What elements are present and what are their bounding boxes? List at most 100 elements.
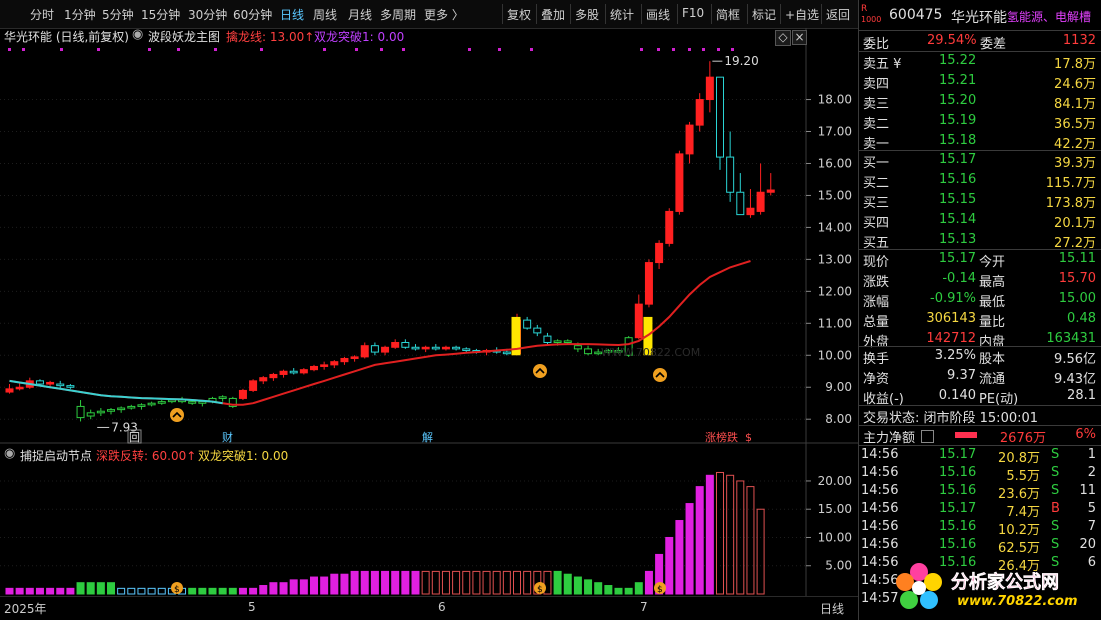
candle-69[interactable]	[705, 76, 714, 101]
candle-66[interactable]	[675, 153, 684, 212]
sell-row[interactable]: 卖四 15.21 24.6万	[859, 72, 1101, 92]
candle-6[interactable]	[66, 385, 75, 388]
candle-10[interactable]	[107, 409, 115, 412]
candle-21[interactable]	[218, 396, 227, 399]
candle-31[interactable]	[320, 364, 329, 367]
buy-row[interactable]: 买四 15.14 20.1万	[859, 211, 1101, 231]
mainflow-row[interactable]: 主力净额 2676万 6%	[859, 426, 1101, 446]
sell-row[interactable]: 卖二 15.19 36.5万	[859, 112, 1101, 132]
event-marker-1[interactable]: 财	[222, 430, 233, 444]
period-10[interactable]: 更多 〉	[424, 8, 464, 22]
period-4[interactable]: 30分钟	[188, 8, 228, 22]
period-2[interactable]: 5分钟	[102, 8, 134, 22]
candle-75[interactable]	[766, 189, 775, 193]
candle-74[interactable]	[756, 191, 765, 212]
candle-32[interactable]	[330, 361, 339, 366]
tool-4[interactable]: 画线	[646, 8, 671, 22]
candle-8[interactable]	[86, 412, 95, 417]
candle-68[interactable]	[695, 99, 704, 126]
indicator-name[interactable]: 波段妖龙主图	[148, 30, 221, 44]
candle-60[interactable]	[614, 349, 623, 353]
list-icon[interactable]	[921, 430, 934, 443]
candle-38[interactable]	[391, 341, 400, 348]
candle-18[interactable]	[188, 401, 197, 404]
candle-14[interactable]	[147, 402, 156, 406]
buy-row[interactable]: 买二 15.16 115.7万	[859, 171, 1101, 191]
buy-row[interactable]: 买三 15.15 173.8万	[859, 191, 1101, 211]
period-1[interactable]: 1分钟	[64, 8, 96, 22]
main-chart[interactable]: 18.00 17.00 16.00 15.00 14.00 13.00 12.00 11.00…	[0, 27, 858, 444]
period-7[interactable]: 周线	[313, 8, 338, 22]
candle-7[interactable]	[76, 405, 85, 419]
candle-24[interactable]	[249, 380, 258, 391]
event-marker-3[interactable]: 涨榜跌	[705, 430, 738, 444]
candle-1[interactable]	[15, 386, 24, 390]
tool-5[interactable]: F10	[682, 6, 705, 20]
candle-59[interactable]	[604, 349, 613, 353]
tool-0[interactable]: 复权	[507, 8, 532, 22]
candle-52[interactable]	[533, 327, 542, 334]
tool-8[interactable]: +自选	[785, 8, 820, 22]
candle-23[interactable]	[238, 389, 247, 399]
candle-67[interactable]	[685, 124, 694, 155]
period-8[interactable]: 月线	[348, 8, 373, 22]
collapse-icon[interactable]: ◇	[775, 30, 791, 46]
sub-indicator-chart[interactable]: 20.00 15.00 10.00 5.00 $ $ $	[0, 444, 858, 596]
concept-tag[interactable]: 氢能源、电解槽	[1007, 10, 1092, 24]
tool-2[interactable]: 多股	[575, 8, 600, 22]
candle-51[interactable]	[523, 319, 532, 329]
sub-indicator-name[interactable]: 捕捉启动节点	[20, 449, 93, 463]
tool-7[interactable]: 标记	[752, 8, 777, 22]
candle-33[interactable]	[340, 357, 349, 363]
candle-72[interactable]	[736, 191, 745, 216]
tool-3[interactable]: 统计	[610, 8, 635, 22]
candle-42[interactable]	[431, 346, 440, 350]
period-9[interactable]: 多周期	[380, 8, 417, 22]
candle-43[interactable]	[441, 346, 450, 350]
candle-0[interactable]	[5, 388, 14, 393]
candle-41[interactable]	[421, 346, 430, 350]
candle-4[interactable]	[46, 381, 55, 385]
candle-3[interactable]	[35, 380, 44, 385]
sell-row[interactable]: 卖五 ¥ 15.22 17.8万	[859, 52, 1101, 72]
period-5[interactable]: 60分钟	[233, 8, 273, 22]
candle-70[interactable]	[716, 76, 724, 158]
candle-39[interactable]	[401, 341, 410, 348]
tool-9[interactable]: 返回	[826, 8, 851, 22]
candle-62[interactable]	[634, 303, 643, 339]
candle-29[interactable]	[299, 369, 308, 374]
candle-13[interactable]	[137, 404, 146, 407]
candle-26[interactable]	[269, 373, 278, 379]
candle-40[interactable]	[411, 346, 420, 350]
candle-22[interactable]	[228, 397, 237, 407]
candlestick-chart[interactable]: 18.00 17.00 16.00 15.00 14.00 13.00 12.00 11.00…	[0, 28, 858, 444]
period-6[interactable]: 日线	[280, 8, 305, 22]
candle-53[interactable]	[543, 335, 552, 343]
event-marker-4[interactable]: $	[745, 431, 752, 444]
candle-28[interactable]	[289, 370, 298, 374]
candle-58[interactable]	[594, 351, 603, 355]
candle-57[interactable]	[584, 348, 593, 355]
tool-1[interactable]: 叠加	[541, 8, 566, 22]
close-icon[interactable]: ×	[792, 30, 807, 45]
candle-36[interactable]	[370, 345, 379, 353]
period-0[interactable]: 分时	[30, 8, 55, 22]
tool-6[interactable]: 简框	[716, 8, 741, 22]
candle-56[interactable]	[573, 345, 582, 350]
period-label[interactable]: 日线	[820, 602, 845, 616]
candle-5[interactable]	[56, 383, 65, 387]
event-marker-0[interactable]: 回	[129, 431, 140, 444]
sub-chart[interactable]: 20.00 15.00 10.00 5.00 $ $ $ ◉ 捕捉启动节点 深跌反转: 60…	[0, 444, 858, 596]
candle-11[interactable]	[117, 407, 126, 411]
candle-73[interactable]	[746, 207, 755, 216]
buy-row[interactable]: 买一 15.17 39.3万	[859, 151, 1101, 171]
indicator-dropdown-icon[interactable]: ◉	[132, 27, 144, 42]
candle-34[interactable]	[350, 356, 359, 359]
candle-61[interactable]	[624, 337, 633, 356]
candle-27[interactable]	[279, 370, 288, 375]
sell-row[interactable]: 卖一 15.18 42.2万	[859, 132, 1101, 152]
candle-12[interactable]	[127, 405, 136, 409]
candle-49[interactable]	[502, 351, 511, 355]
candle-25[interactable]	[259, 377, 268, 382]
candle-45[interactable]	[462, 348, 471, 351]
